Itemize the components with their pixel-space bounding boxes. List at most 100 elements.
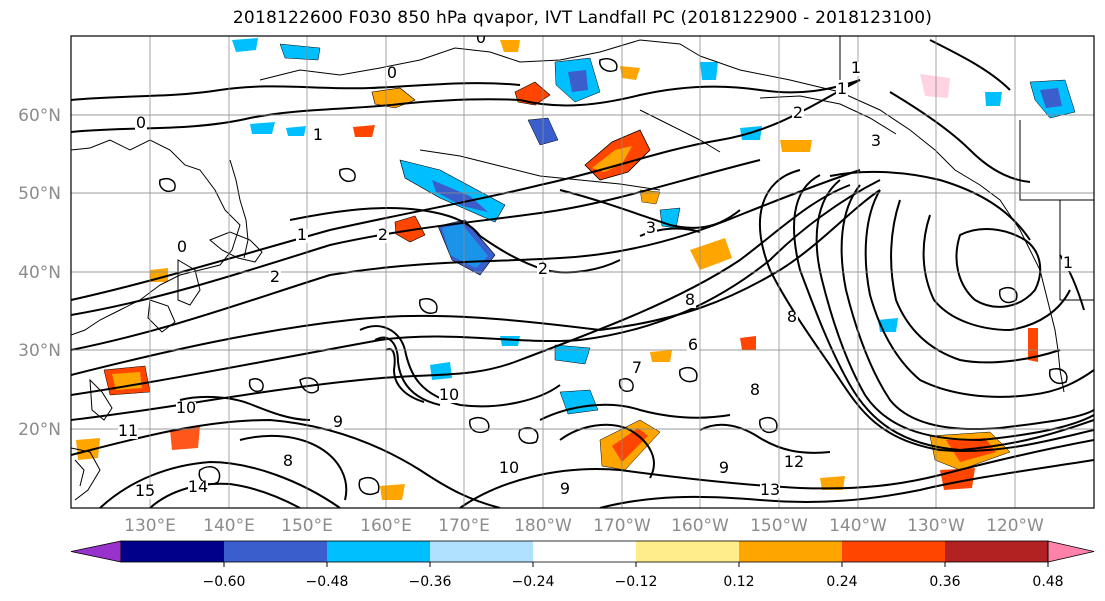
contour-label-bg [312, 129, 324, 143]
lon-label: 140°E [203, 516, 255, 536]
contour-label-bg [687, 339, 699, 353]
colorbar-segment [430, 541, 534, 562]
colorbar-tick-label: −0.60 [203, 574, 246, 590]
lon-label: 120°W [986, 516, 1044, 536]
latitude-labels: 60°N 50°N 40°N 30°N 20°N [18, 106, 61, 440]
contour-label-bg [631, 362, 643, 376]
contour-label: 6 [688, 335, 698, 354]
graticule [71, 36, 1094, 508]
colorbar-segment [121, 541, 225, 562]
contour-label: 3 [871, 131, 881, 150]
contour-label: 8 [283, 451, 293, 470]
coastlines [71, 36, 1094, 501]
contour-label: 9 [719, 458, 729, 477]
colorbar [70, 540, 1095, 563]
contour-label: 2 [538, 259, 548, 278]
contour-label: 10 [176, 398, 196, 417]
contour-label: 11 [118, 421, 138, 440]
lon-label: 150°E [281, 516, 333, 536]
lat-label: 20°N [18, 420, 61, 440]
lon-label: 170°E [438, 516, 490, 536]
colorbar-tick-label: −0.48 [306, 574, 349, 590]
colorbar-tick-label: −0.36 [409, 574, 452, 590]
contour-label: 8 [787, 307, 797, 326]
contour-label-bg [786, 311, 798, 325]
contour-label-bg [792, 107, 804, 121]
colorbar-extend-max [1047, 540, 1095, 563]
contour-label: 3 [646, 218, 656, 237]
contour-label: 2 [270, 267, 280, 286]
contour-label: 1 [297, 225, 307, 244]
contour-label: 15 [135, 481, 155, 500]
contour-label-bg [1062, 257, 1074, 271]
lon-label: 130°E [124, 516, 176, 536]
contour-label: 10 [499, 458, 519, 477]
colorbar-frame [120, 540, 1049, 563]
contour-label: 1 [837, 79, 847, 98]
colorbar-segment [327, 541, 431, 562]
contour-label-bg [475, 36, 487, 46]
colorbar-tick-label: −0.12 [615, 574, 658, 590]
lon-label: 170°W [593, 516, 651, 536]
contour-label-bg [332, 416, 344, 430]
contour-label-bg [439, 389, 459, 403]
colorbar-tick-label: 0.36 [929, 574, 960, 590]
colorbar-tick-label: −0.24 [512, 574, 555, 590]
contour-label-bg [850, 62, 862, 76]
contour-label-bg [135, 485, 155, 499]
lat-label: 40°N [18, 263, 61, 283]
contour-label-bg [118, 425, 138, 439]
colorbar-segment [739, 541, 843, 562]
lat-label: 30°N [18, 341, 61, 361]
lon-label: 140°W [829, 516, 887, 536]
lon-label: 180°W [514, 516, 572, 536]
colorbar-segment [224, 541, 328, 562]
colorbar-segment [945, 541, 1049, 562]
contour-label: 12 [784, 452, 804, 471]
chart-title: 2018122600 F030 850 hPa qvapor, IVT Land… [232, 8, 933, 28]
lat-label: 60°N [18, 106, 61, 126]
contour-label-bg [269, 271, 281, 285]
contour-label-bg [749, 384, 761, 398]
contour-label-bg [537, 263, 549, 277]
contour-label-bg [282, 455, 294, 469]
contour-label-bg [135, 117, 147, 131]
colorbar-tick-label: 0.48 [1032, 574, 1063, 590]
contour-label: 0 [476, 28, 486, 47]
contour-label: 9 [333, 412, 343, 431]
contour-lines [71, 39, 1094, 508]
contour-label-bg [176, 402, 196, 416]
colorbar-segment [842, 541, 946, 562]
contour-label-bg [499, 462, 519, 476]
lon-label: 160°E [360, 516, 412, 536]
lon-label: 150°W [750, 516, 808, 536]
contour-label: 13 [760, 480, 780, 499]
colorbar-segment [636, 541, 740, 562]
contour-label: 0 [136, 113, 146, 132]
contour-label: 14 [188, 477, 208, 496]
contour-label-bg [188, 481, 208, 495]
contour-label: 8 [750, 380, 760, 399]
contour-fragments [158, 58, 1068, 496]
contour-label: 0 [177, 237, 187, 256]
contour-label: 2 [378, 225, 388, 244]
contour-label-bg [760, 484, 780, 498]
contour-label-bg [784, 456, 804, 470]
contour-label-bg [645, 222, 657, 236]
contour-label: 2 [793, 103, 803, 122]
contour-label-bg [386, 67, 398, 81]
colorbar-segment [533, 541, 637, 562]
contour-label: 0 [387, 63, 397, 82]
contour-label-bg [684, 294, 696, 308]
contour-label: 7 [632, 358, 642, 377]
contour-label-bg [559, 483, 571, 497]
contour-label-bg [296, 229, 308, 243]
contour-label-bg [870, 135, 882, 149]
colorbar-tick-label: 0.24 [826, 574, 857, 590]
colorbar-extend-min [70, 540, 122, 563]
contour-label: 1 [851, 58, 861, 77]
contour-label-bg [377, 229, 389, 243]
lat-label: 50°N [18, 184, 61, 204]
